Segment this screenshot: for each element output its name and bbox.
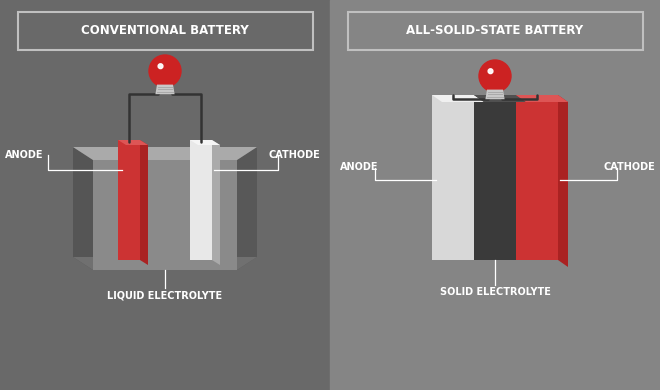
Text: ALL-SOLID-STATE BATTERY: ALL-SOLID-STATE BATTERY: [407, 25, 583, 37]
Bar: [118, 140, 140, 260]
Polygon shape: [190, 140, 220, 145]
Polygon shape: [558, 95, 568, 267]
Polygon shape: [432, 95, 484, 102]
Bar: [516, 95, 558, 260]
Polygon shape: [212, 140, 220, 265]
Circle shape: [149, 55, 181, 87]
Bar: [330, 0, 660, 390]
Text: SOLID ELECTROLYTE: SOLID ELECTROLYTE: [440, 287, 550, 297]
Text: CATHODE: CATHODE: [268, 150, 320, 160]
Text: CONVENTIONAL BATTERY: CONVENTIONAL BATTERY: [81, 25, 249, 37]
Text: ANODE: ANODE: [5, 150, 44, 160]
Polygon shape: [516, 95, 568, 102]
Polygon shape: [73, 147, 93, 270]
Text: CATHODE: CATHODE: [603, 163, 655, 172]
Polygon shape: [485, 90, 505, 99]
Polygon shape: [118, 140, 148, 145]
Bar: [474, 95, 516, 260]
Polygon shape: [73, 257, 257, 270]
Circle shape: [158, 64, 163, 69]
Circle shape: [479, 60, 511, 92]
Bar: [190, 140, 212, 260]
Polygon shape: [140, 140, 148, 265]
Text: ANODE: ANODE: [340, 163, 378, 172]
Bar: [0, 0, 330, 390]
Polygon shape: [474, 95, 526, 102]
Circle shape: [488, 69, 493, 74]
Text: LIQUID ELECTROLYTE: LIQUID ELECTROLYTE: [108, 290, 222, 300]
Bar: [432, 95, 474, 260]
Polygon shape: [237, 147, 257, 270]
Polygon shape: [73, 147, 257, 160]
Bar: [93, 160, 237, 270]
Polygon shape: [155, 85, 175, 94]
